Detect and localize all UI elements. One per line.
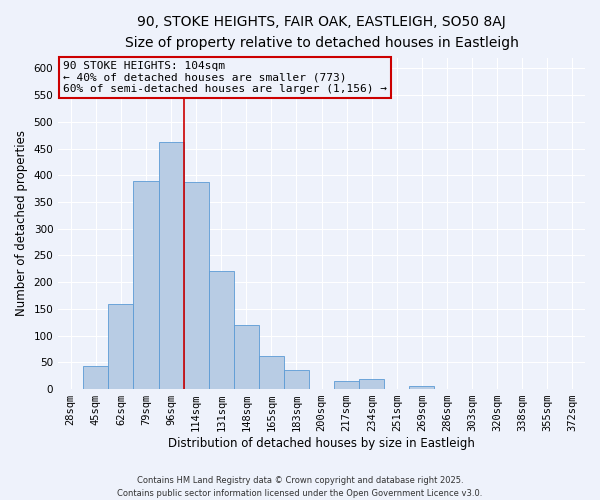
Bar bbox=[359, 380, 385, 389]
Bar bbox=[409, 386, 434, 389]
Bar bbox=[184, 182, 209, 389]
Text: Contains HM Land Registry data © Crown copyright and database right 2025.
Contai: Contains HM Land Registry data © Crown c… bbox=[118, 476, 482, 498]
X-axis label: Distribution of detached houses by size in Eastleigh: Distribution of detached houses by size … bbox=[168, 437, 475, 450]
Bar bbox=[284, 370, 309, 389]
Bar bbox=[133, 180, 158, 389]
Bar bbox=[259, 356, 284, 389]
Y-axis label: Number of detached properties: Number of detached properties bbox=[15, 130, 28, 316]
Bar bbox=[209, 272, 234, 389]
Bar bbox=[234, 325, 259, 389]
Title: 90, STOKE HEIGHTS, FAIR OAK, EASTLEIGH, SO50 8AJ
Size of property relative to de: 90, STOKE HEIGHTS, FAIR OAK, EASTLEIGH, … bbox=[125, 15, 518, 50]
Bar bbox=[83, 366, 109, 389]
Text: 90 STOKE HEIGHTS: 104sqm
← 40% of detached houses are smaller (773)
60% of semi-: 90 STOKE HEIGHTS: 104sqm ← 40% of detach… bbox=[63, 61, 387, 94]
Bar bbox=[158, 142, 184, 389]
Bar bbox=[109, 304, 133, 389]
Bar bbox=[334, 381, 359, 389]
